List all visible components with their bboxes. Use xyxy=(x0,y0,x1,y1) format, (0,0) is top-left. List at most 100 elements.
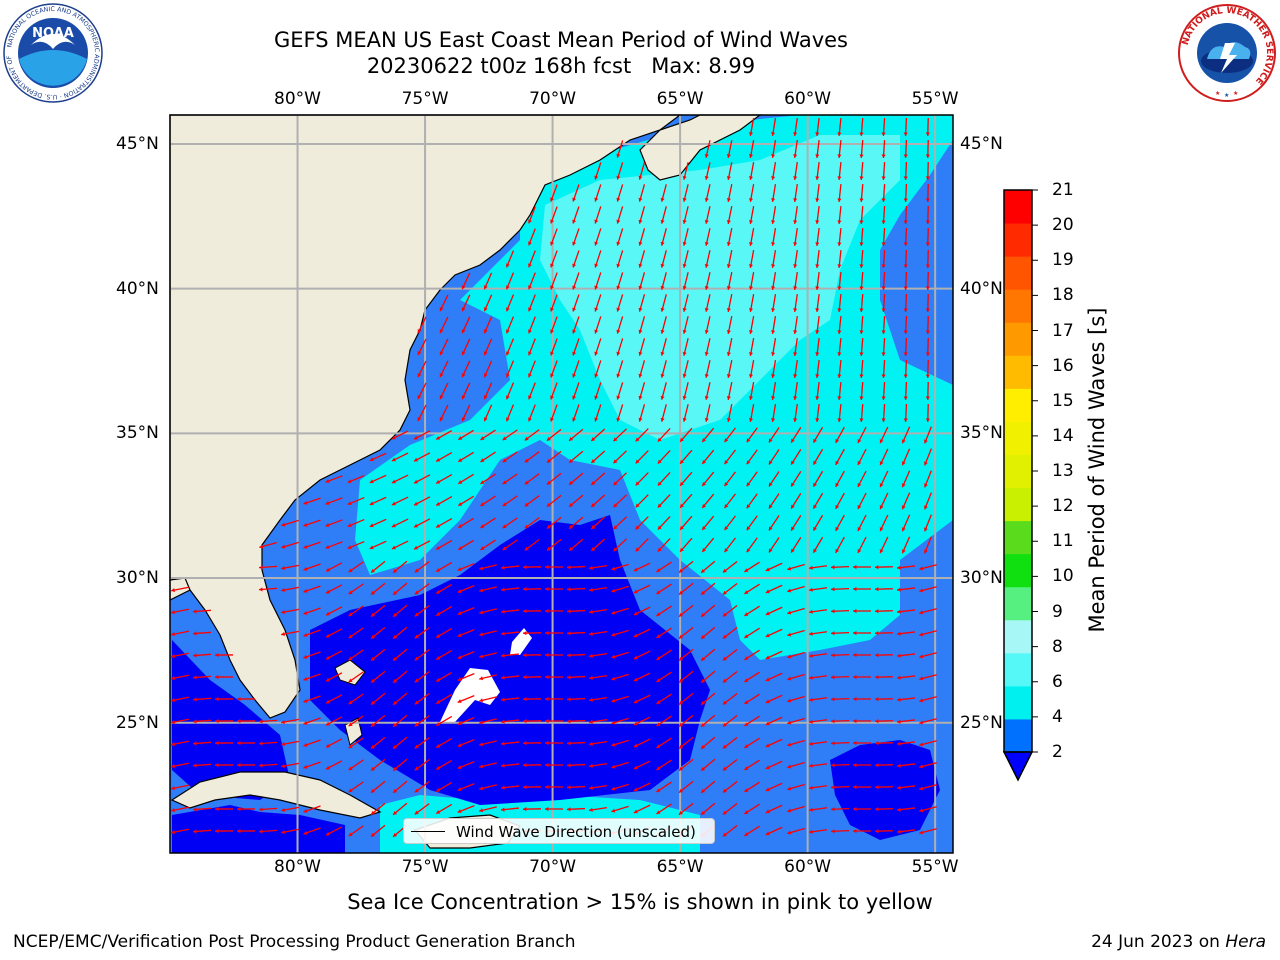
wave-vector-head xyxy=(635,459,640,464)
wave-vector-head xyxy=(765,765,770,770)
wave-vector-head xyxy=(436,766,441,770)
wave-vector-head xyxy=(215,740,219,746)
wave-vector-head xyxy=(594,175,599,180)
wave-vector-head xyxy=(881,264,886,268)
wave-vector-head xyxy=(524,436,529,441)
wave-vector-head xyxy=(480,436,485,440)
wave-vector-head xyxy=(348,832,353,837)
wave-vector-head xyxy=(809,741,813,746)
wave-vector-head xyxy=(682,175,687,180)
wave-vector-head xyxy=(502,546,507,551)
wave-vector-head xyxy=(815,242,820,246)
wave-vector-head xyxy=(171,654,175,659)
wave-vector-head xyxy=(875,631,879,636)
wave-vector-head xyxy=(793,418,798,422)
wave-vector-head xyxy=(572,351,577,356)
wave-vector-head xyxy=(787,588,792,593)
wave-vector-head xyxy=(919,566,924,571)
wave-vector-head xyxy=(523,785,527,790)
wave-vector-head xyxy=(594,329,599,334)
wave-vector-head xyxy=(550,197,555,202)
wave-vector-head xyxy=(859,220,864,224)
wave-vector-head xyxy=(831,609,835,614)
wave-vector-head xyxy=(682,263,687,268)
wave-vector-head xyxy=(528,329,532,334)
wave-vector-head xyxy=(859,132,864,136)
wave-vector-head xyxy=(348,634,353,639)
wave-vector-head xyxy=(857,439,862,444)
wave-vector-head xyxy=(391,435,396,440)
wave-vector-head xyxy=(857,527,862,532)
wave-vector-head xyxy=(439,395,444,400)
wave-vector-head xyxy=(303,588,308,593)
lon-label: 70°W xyxy=(529,89,577,109)
wave-vector-head xyxy=(724,526,729,531)
wave-vector-head xyxy=(171,676,175,681)
wave-vector-head xyxy=(638,241,643,246)
wave-vector-head xyxy=(414,700,419,705)
wave-vector-head xyxy=(793,264,798,268)
wave-vector-head xyxy=(326,721,331,726)
footer-timestamp: 24 Jun 2023 on Hera xyxy=(1091,932,1266,952)
wave-vector-head xyxy=(633,655,638,660)
wave-vector-head xyxy=(897,697,901,702)
wave-vector-head xyxy=(569,525,574,529)
wave-vector-head xyxy=(704,175,709,180)
wave-vector-head xyxy=(722,612,727,617)
wave-vector-head xyxy=(853,586,857,592)
wave-vector-head xyxy=(457,699,462,704)
wave-vector-head xyxy=(417,395,422,400)
wave-vector-head xyxy=(414,479,419,484)
wave-vector-head xyxy=(835,438,840,443)
colorbar-tick-label: 15 xyxy=(1052,390,1074,411)
wave-vector-head xyxy=(879,505,884,510)
wave-vector-head xyxy=(815,264,820,268)
wave-vector-head xyxy=(569,459,574,463)
wave-vector-head xyxy=(259,741,263,746)
wave-vector-head xyxy=(746,438,751,443)
wave-vector-head xyxy=(744,656,749,660)
wave-vector-head xyxy=(371,590,375,595)
wave-vector-head xyxy=(660,417,665,422)
wave-vector-head xyxy=(881,286,886,290)
wave-vector-head xyxy=(881,176,886,180)
wave-vector-head xyxy=(589,631,593,636)
wave-vector-head xyxy=(550,285,555,290)
colorbar-bin xyxy=(1004,421,1032,455)
wave-vector-head xyxy=(903,132,908,136)
wave-vector-head xyxy=(414,656,419,661)
wave-vector-head xyxy=(815,418,820,422)
wave-vector-head xyxy=(859,352,864,356)
wave-vector-head xyxy=(545,718,549,724)
wave-vector-head xyxy=(171,698,175,703)
wave-vector-head xyxy=(439,329,444,334)
lon-label: 55°W xyxy=(911,857,959,877)
wave-vector-head xyxy=(393,612,398,617)
wave-vector-head xyxy=(919,610,924,615)
wave-vector-head xyxy=(881,396,886,400)
wave-vector-head xyxy=(611,742,616,747)
lon-label: 80°W xyxy=(274,89,321,109)
wave-vector-head xyxy=(523,675,527,680)
colorbar-tick-label: 11 xyxy=(1052,531,1074,552)
wave-vector-head xyxy=(722,568,727,573)
wave-vector-head xyxy=(501,741,505,746)
wave-vector-head xyxy=(919,632,924,637)
wave-vector-head xyxy=(748,374,754,378)
wave-vector-head xyxy=(787,742,792,747)
wave-vector-head xyxy=(682,241,687,246)
wave-vector-head xyxy=(919,742,924,747)
wave-vector-head xyxy=(744,744,749,748)
wave-vector-head xyxy=(501,587,505,592)
wave-vector-head xyxy=(879,483,884,488)
wave-vector-head xyxy=(369,479,374,484)
wave-vector-head xyxy=(369,545,374,550)
wave-vector-head xyxy=(831,631,835,636)
lat-label: 35°N xyxy=(116,423,159,444)
wave-vector-head xyxy=(831,653,835,658)
wave-vector-head xyxy=(748,220,754,224)
wave-vector-head xyxy=(524,458,529,463)
wave-vector-head xyxy=(528,351,532,356)
wave-vector-head xyxy=(837,374,842,378)
wave-vector-head xyxy=(660,285,665,290)
